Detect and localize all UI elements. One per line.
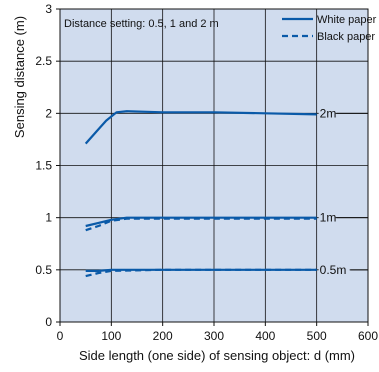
- line-label-bg: [318, 261, 351, 278]
- y-tick-label: 0: [45, 315, 52, 329]
- legend: White paper Black paper: [282, 14, 377, 43]
- x-ticks: 0 100 200 300 400 500 600: [57, 322, 378, 343]
- legend-label-white-paper: White paper: [317, 14, 377, 26]
- line-label-bg: [318, 105, 337, 122]
- line-label-0-5m: 0.5m: [320, 263, 347, 277]
- annotation-text: Distance setting: 0.5, 1 and 2 m: [64, 18, 219, 30]
- y-tick-label: 2: [45, 106, 52, 120]
- y-tick-label: 1: [45, 211, 52, 225]
- series-line-black-paper-1m: [85, 217, 317, 232]
- series-line-black-paper-0-5m: [85, 268, 317, 278]
- legend-label-black-paper: Black paper: [317, 31, 375, 43]
- y-tick-label: 3: [45, 2, 52, 16]
- y-tick-label: 1.5: [35, 159, 52, 173]
- x-tick-label: 500: [307, 329, 327, 343]
- x-tick-label: 400: [255, 329, 275, 343]
- y-tick-label: 2.5: [35, 54, 52, 68]
- x-tick-label: 200: [153, 329, 173, 343]
- line-label-1m: 1m: [320, 211, 337, 225]
- line-labels: 2m 1m 0.5m: [318, 105, 368, 278]
- x-tick-label: 300: [204, 329, 224, 343]
- y-ticks: 0 0.5 1 1.5 2 2.5 3: [35, 2, 60, 329]
- y-axis-title: Sensing distance (m): [12, 16, 27, 138]
- line-label-2m: 2m: [320, 106, 337, 120]
- y-tick-label: 0.5: [35, 263, 52, 277]
- x-axis-title: Side length (one side) of sensing object…: [79, 348, 355, 363]
- x-tick-label: 0: [57, 329, 64, 343]
- x-tick-label: 100: [101, 329, 121, 343]
- x-tick-label: 600: [358, 329, 378, 343]
- series-line-white-paper-2m: [84, 110, 317, 145]
- line-label-bg: [318, 209, 337, 226]
- series-lines: [84, 110, 317, 278]
